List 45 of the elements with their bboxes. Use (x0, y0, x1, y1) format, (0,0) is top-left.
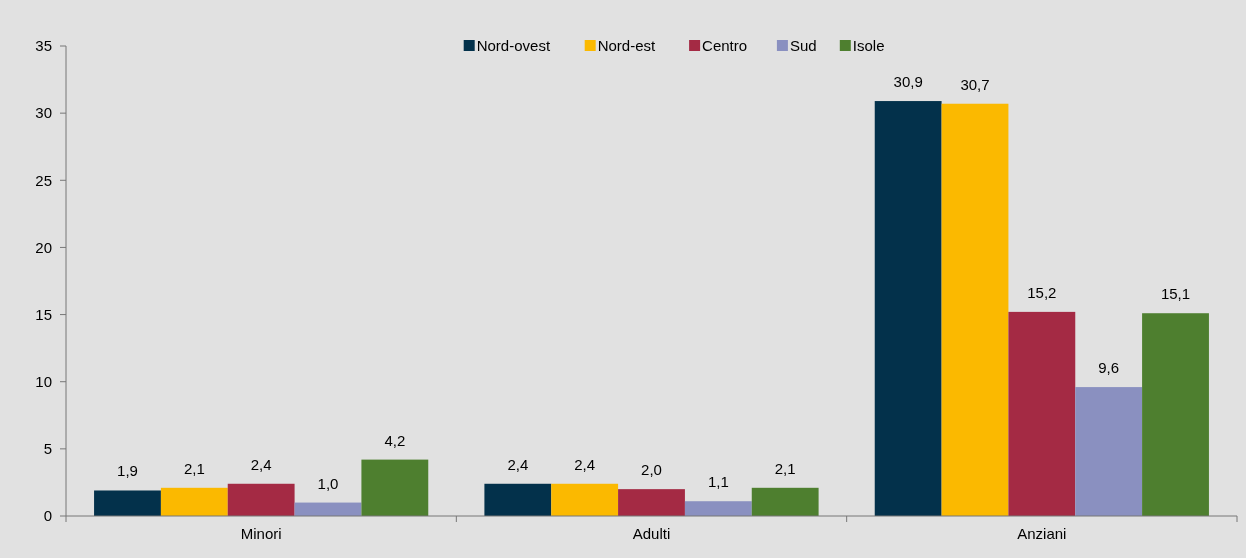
data-label: 15,2 (1027, 283, 1057, 301)
y-tick-label: 5 (43, 440, 52, 458)
data-label: 2,4 (507, 455, 529, 473)
bar (751, 487, 819, 516)
y-tick-label: 20 (35, 238, 52, 256)
x-tick-label: Minori (240, 525, 282, 542)
y-tick-label: 0 (43, 507, 52, 525)
data-label: 2,1 (774, 459, 796, 477)
data-label: 2,0 (641, 461, 662, 479)
bar (227, 483, 295, 516)
data-label: 1,1 (707, 473, 729, 491)
data-label: 30,7 (960, 75, 990, 93)
data-label: 4,2 (384, 431, 406, 449)
legend-label: Sud (789, 37, 817, 55)
x-tick-label: Adulti (632, 525, 671, 542)
legend-label: Nord-est (597, 37, 657, 55)
data-label: 9,6 (1098, 359, 1120, 377)
data-label: 2,4 (250, 455, 272, 473)
bar (551, 483, 619, 516)
bar (94, 490, 161, 516)
x-tick-label: Anziani (1017, 525, 1067, 542)
data-label: 1,9 (117, 462, 138, 480)
y-tick-label: 35 (35, 37, 52, 55)
bar (361, 459, 429, 516)
data-label: 2,1 (183, 459, 205, 477)
bar (618, 489, 685, 516)
legend-label: Nord-ovest (476, 37, 551, 55)
bar (160, 487, 228, 516)
bar (1008, 311, 1076, 516)
data-label: 30,9 (893, 73, 923, 91)
data-label: 2,4 (574, 455, 596, 473)
data-label: 15,1 (1160, 285, 1191, 303)
legend-label: Centro (702, 37, 748, 55)
bar (941, 103, 1009, 516)
y-tick-label: 15 (35, 305, 52, 323)
legend-label: Isole (852, 37, 885, 55)
bar (874, 101, 942, 516)
bar (1142, 313, 1209, 516)
bar (484, 483, 552, 516)
y-tick-label: 10 (35, 372, 52, 390)
y-tick-label: 30 (35, 104, 52, 122)
bar (684, 501, 752, 516)
bar (1075, 387, 1143, 516)
data-label: 1,0 (317, 474, 339, 492)
y-tick-label: 25 (35, 171, 52, 189)
